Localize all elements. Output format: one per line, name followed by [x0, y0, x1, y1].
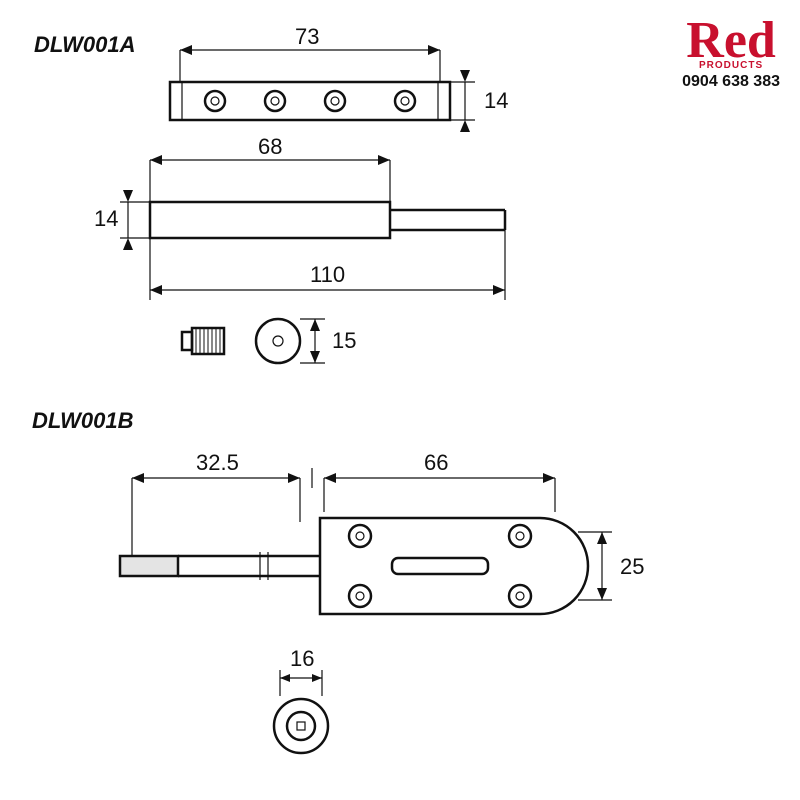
dim-a-total: 110 [310, 262, 345, 288]
dim-b-disc: 16 [290, 646, 314, 672]
dim-a-disc: 15 [332, 328, 356, 354]
dim-a-width: 73 [295, 24, 319, 50]
dim-b-body: 66 [424, 450, 448, 476]
dim-a-height: 14 [484, 88, 508, 114]
model-b-label: DLW001B [32, 408, 133, 434]
dim-b-h: 25 [620, 554, 644, 580]
diagram-canvas [0, 0, 800, 800]
dim-a-body-len: 68 [258, 134, 282, 160]
dim-b-shaft: 32.5 [196, 450, 239, 476]
dim-a-body-h: 14 [94, 206, 118, 232]
